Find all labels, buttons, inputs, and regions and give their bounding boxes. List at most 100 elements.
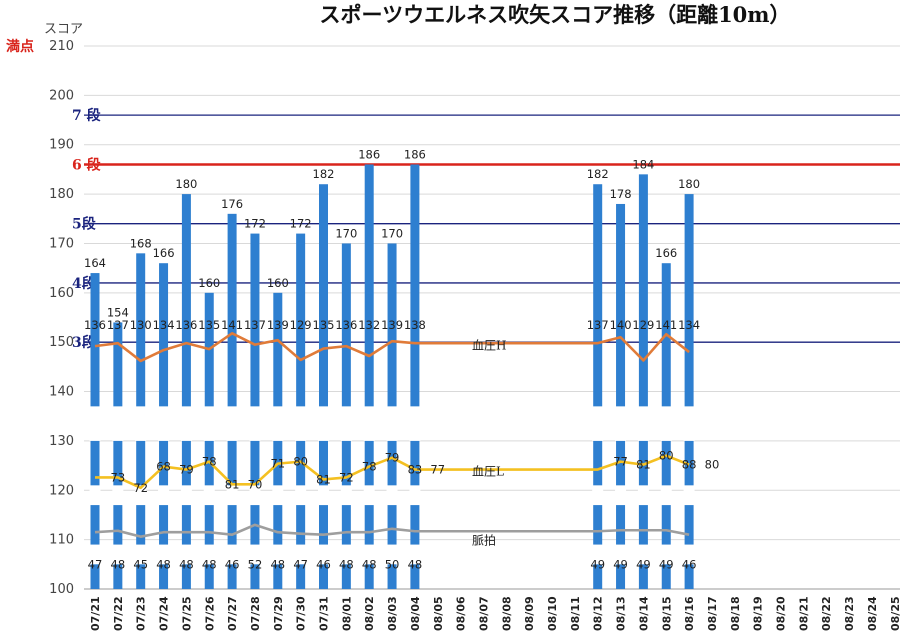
x-tick-label: 08/20 xyxy=(775,596,788,631)
bp-high-label: 139 xyxy=(381,318,403,332)
score-bar xyxy=(638,174,648,589)
x-tick-label: 08/08 xyxy=(500,596,513,631)
bp-low-label: 80 xyxy=(659,449,674,463)
bp-high-label: 129 xyxy=(632,318,654,332)
bp-low-line xyxy=(95,454,690,490)
bar-gap xyxy=(295,406,307,441)
pulse-label: 48 xyxy=(362,557,377,571)
score-bars xyxy=(89,164,695,590)
x-tick-label: 07/29 xyxy=(272,596,285,631)
bp-high-label: 139 xyxy=(267,318,289,332)
x-tick-label: 08/14 xyxy=(637,596,650,631)
reference-label: 7 段 xyxy=(72,107,101,124)
bp-high-label: 135 xyxy=(313,318,335,332)
bar-value-label: 184 xyxy=(632,157,654,171)
y-tick-label: 200 xyxy=(49,88,74,103)
bar-gap xyxy=(615,485,627,506)
bar-gap xyxy=(158,406,170,441)
bar-gap xyxy=(249,485,261,506)
bar-value-label: 166 xyxy=(655,246,677,260)
x-tick-label: 07/24 xyxy=(158,596,171,631)
pulse-label: 49 xyxy=(590,557,605,571)
bp-high-label: 141 xyxy=(221,318,243,332)
pulse-label: 48 xyxy=(408,557,423,571)
bp-low-label: 72 xyxy=(339,470,354,484)
bar-gap xyxy=(592,406,604,441)
pulse-label: 48 xyxy=(270,557,285,571)
bp-high-label: 134 xyxy=(678,318,700,332)
x-tick-label: 07/27 xyxy=(226,596,239,631)
pulse-label: 49 xyxy=(636,557,651,571)
bp-low-label: 83 xyxy=(408,463,423,477)
x-tick-label: 08/18 xyxy=(729,596,742,631)
bar-gap xyxy=(180,485,192,506)
bar-value-label: 168 xyxy=(130,236,152,250)
score-bar xyxy=(113,322,123,589)
score-bar xyxy=(410,164,420,590)
bar-gap xyxy=(89,544,101,565)
bar-gap xyxy=(158,544,170,565)
x-tick-label: 08/13 xyxy=(615,596,628,631)
y-tick-label: 130 xyxy=(49,434,74,449)
bar-gap xyxy=(272,406,284,441)
bar-gap xyxy=(592,544,604,565)
bar-value-label: 176 xyxy=(221,197,243,211)
bar-gap xyxy=(226,485,238,506)
y-axis-ticks: 100 110 120 130 140 150 160 170 180 190 200 210 xyxy=(49,39,74,597)
pulse-label: 52 xyxy=(248,557,263,571)
pulse-label: 48 xyxy=(156,557,171,571)
bar-value-label: 186 xyxy=(404,147,426,161)
bp-low-label: 81 xyxy=(636,458,651,472)
score-bar xyxy=(593,184,603,589)
bar-gap xyxy=(180,406,192,441)
pulse-label: 47 xyxy=(293,557,308,571)
y-tick-label: 100 xyxy=(49,582,74,597)
bp-high-label: 136 xyxy=(175,318,197,332)
bar-gap xyxy=(409,485,421,506)
x-tick-label: 08/05 xyxy=(432,596,445,631)
score-bar xyxy=(227,213,237,589)
bar-gap xyxy=(249,544,261,565)
bar-gap xyxy=(637,544,649,565)
x-tick-label: 08/07 xyxy=(477,596,490,631)
bp-high-label: 135 xyxy=(198,318,220,332)
x-tick-label: 07/22 xyxy=(112,596,125,631)
pulse-label: 45 xyxy=(133,557,148,571)
score-bar xyxy=(181,194,191,589)
bar-value-label: 186 xyxy=(358,147,380,161)
bp-high-label: 136 xyxy=(335,318,357,332)
x-tick-label: 08/21 xyxy=(797,596,810,631)
x-tick-label: 08/17 xyxy=(706,596,719,631)
pulse-line xyxy=(94,523,690,538)
x-tick-label: 07/21 xyxy=(89,596,102,631)
x-tick-label: 08/02 xyxy=(363,596,376,631)
pulse-label: 49 xyxy=(659,557,674,571)
bar-gap xyxy=(637,485,649,506)
bp-low-label: 80 xyxy=(293,455,308,469)
bar-gap xyxy=(135,406,147,441)
bp-low-label: 68 xyxy=(156,460,171,474)
bar-value-label: 172 xyxy=(290,217,312,231)
bar-gap xyxy=(386,406,398,441)
bar-gap xyxy=(592,485,604,506)
bar-gap xyxy=(683,544,695,565)
bar-value-label: 172 xyxy=(244,217,266,231)
bp-low-label: 80 xyxy=(705,458,720,472)
bp-low-label: 78 xyxy=(202,455,217,469)
bp-low-label: 71 xyxy=(270,457,285,471)
pulse-label: 46 xyxy=(225,557,240,571)
pulse-label: 47 xyxy=(88,557,103,571)
bar-gap xyxy=(615,544,627,565)
data-labels: 1641364715413748168130451661344818013648… xyxy=(84,147,719,571)
bar-value-label: 180 xyxy=(175,177,197,191)
x-tick-label: 07/23 xyxy=(135,596,148,631)
y-tick-label: 210 xyxy=(49,39,74,54)
bp-high-line xyxy=(94,331,690,363)
pulse-label: 48 xyxy=(111,557,126,571)
pulse-label: 48 xyxy=(339,557,354,571)
bp-low-label: 78 xyxy=(362,460,377,474)
y-tick-label: 190 xyxy=(49,138,74,153)
bar-gap xyxy=(203,544,215,565)
bp-high-label: 136 xyxy=(84,318,106,332)
bar-value-label: 182 xyxy=(587,167,609,181)
